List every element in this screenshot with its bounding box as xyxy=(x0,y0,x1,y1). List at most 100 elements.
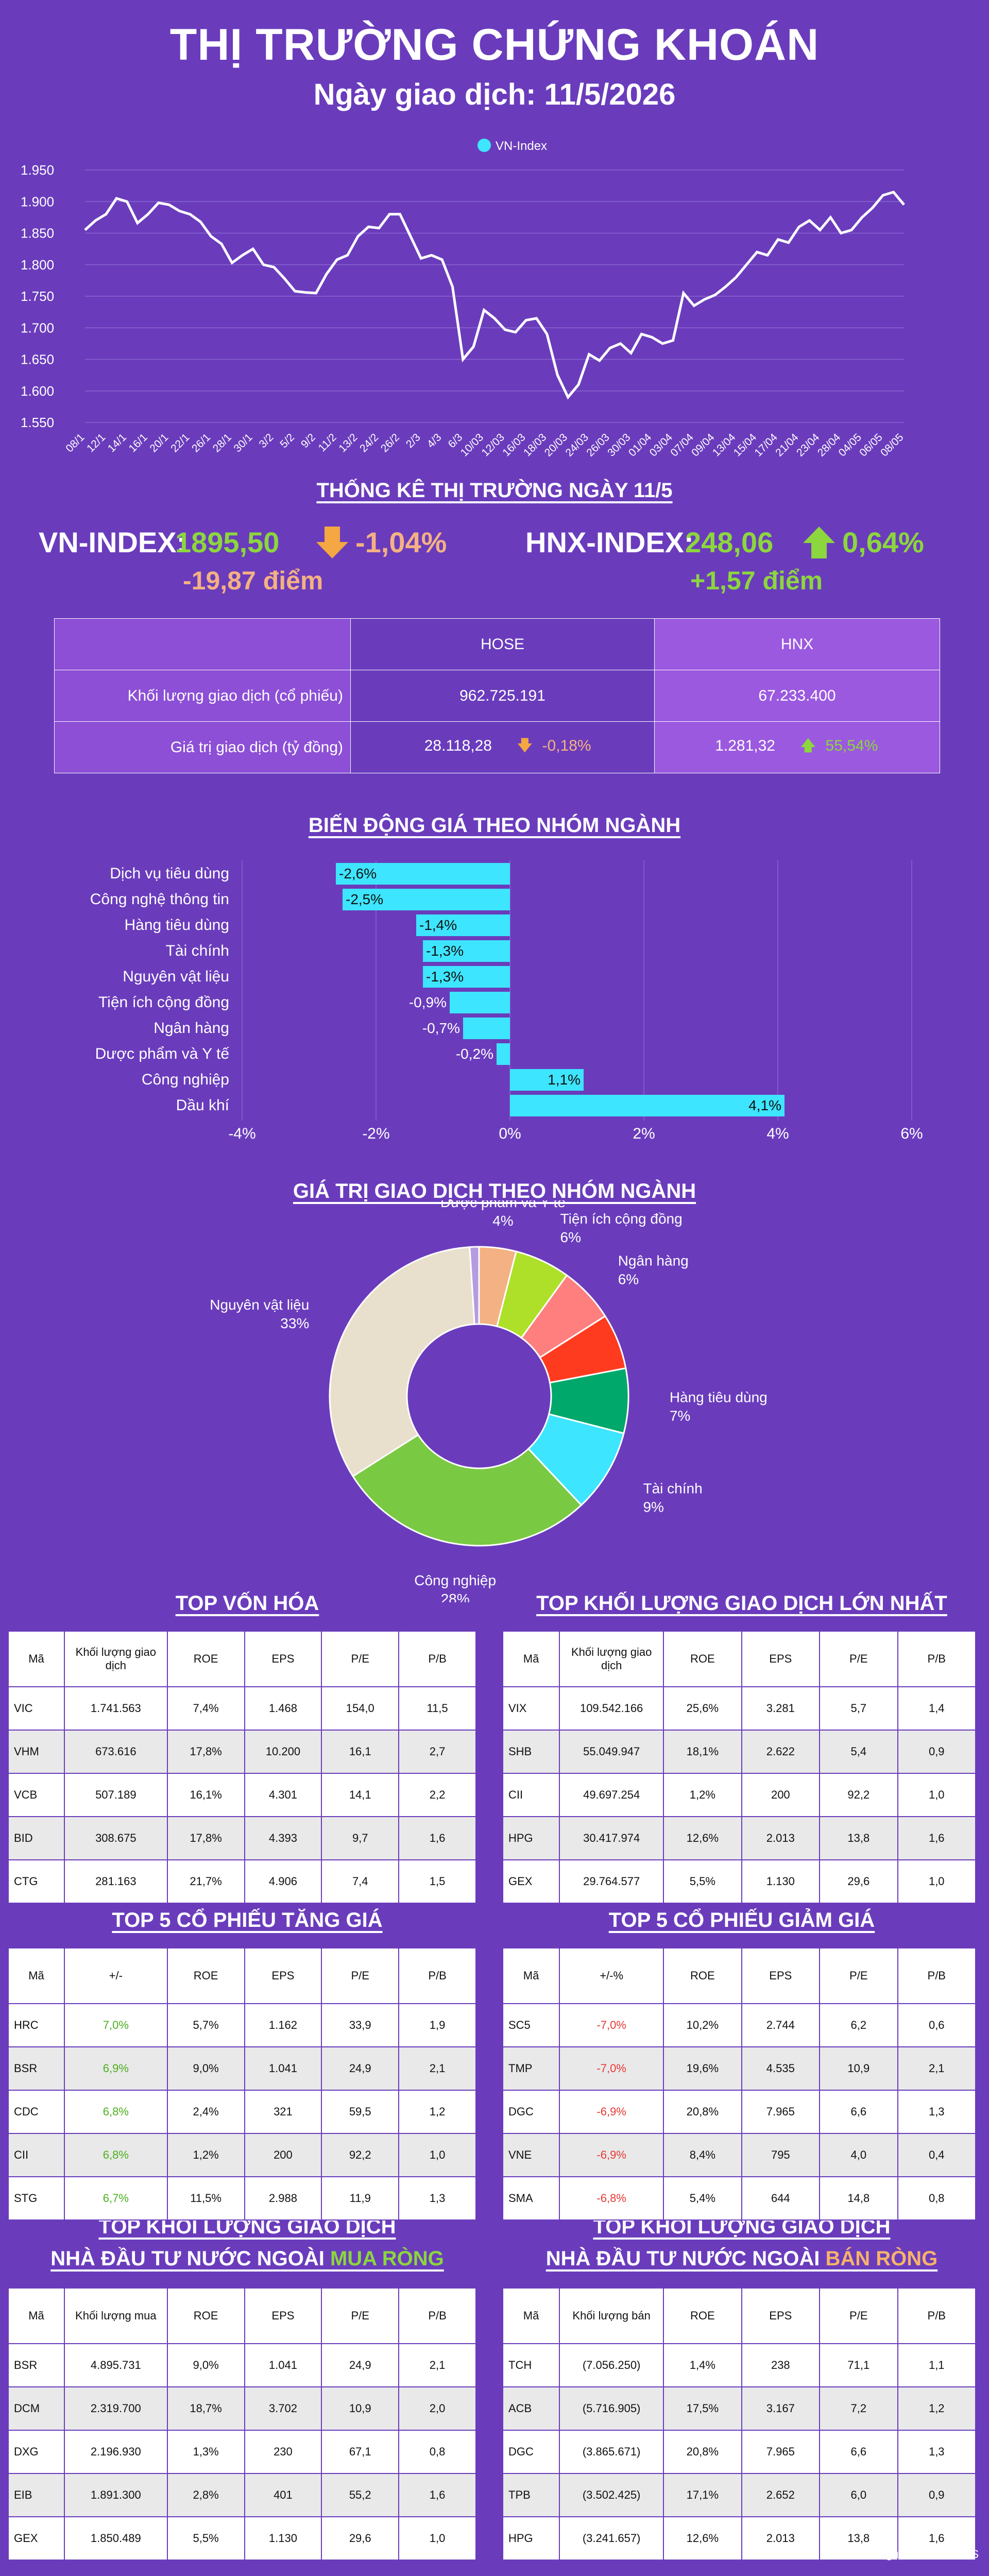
column-header: EPS xyxy=(741,1947,821,2004)
value-cell: 10,9 xyxy=(321,2386,400,2431)
table-row: ACB (5.716.905) 17,5% 3.167 7,2 1,2 xyxy=(502,2386,977,2431)
foreign-buy-title-text: NHÀ ĐẦU TƯ NƯỚC NGOÀI xyxy=(50,2247,330,2270)
bar xyxy=(336,863,510,885)
y-tick-label: 1.600 xyxy=(21,383,54,399)
value-cell: 507.189 xyxy=(63,1773,168,1817)
value-cell: 6,9% xyxy=(63,2046,168,2091)
table-row: HRC 7,0% 5,7% 1.162 33,9 1,9 xyxy=(8,2003,476,2047)
value-cell: 19,6% xyxy=(663,2046,742,2091)
value-cell: 7.965 xyxy=(741,2090,821,2134)
foreign-sell-table: Mã Khối lượng bán ROE EPS P/E P/B TCH (7.056.25… xyxy=(502,2287,977,2561)
hnxindex-value: 248,06 xyxy=(685,526,774,558)
value-cell: 1,3 xyxy=(897,2090,977,2134)
category-label: Dịch vụ tiêu dùng xyxy=(110,865,229,882)
value-cell: 3.702 xyxy=(244,2386,322,2431)
value-cell: 7,4 xyxy=(321,1859,400,1904)
table-row: GEX 29.764.577 5,5% 1.130 29,6 1,0 xyxy=(502,1859,977,1904)
x-tick-label: 18/03 xyxy=(521,431,549,459)
bar xyxy=(510,1095,785,1116)
top-loss-table: Mã +/-% ROE EPS P/E P/B SC5 -7,0% 10,2% 2.744 6,2 0… xyxy=(502,1947,977,2221)
value-cell: 2,1 xyxy=(398,2343,476,2387)
table-row: BSR 4.895.731 9,0% 1.041 24,9 2,1 xyxy=(8,2343,476,2387)
hnxindex-change-pct: 0,64% xyxy=(842,526,924,558)
value-cell: 401 xyxy=(244,2473,322,2517)
sector-change-title: BIẾN ĐỘNG GIÁ THEO NHÓM NGÀNH xyxy=(308,814,681,837)
x-tick-label: 28/04 xyxy=(815,431,843,459)
value-cell: 1.891.300 xyxy=(63,2473,168,2517)
hnxindex-change-points: +1,57 điểm xyxy=(690,566,823,595)
table-header-row: Mã Khối lượng giao dịch ROE EPS P/E P/B xyxy=(502,1631,977,1687)
bar xyxy=(423,966,510,988)
value-cell: 18,7% xyxy=(166,2386,245,2431)
value-cell: (3.241.657) xyxy=(559,2516,664,2561)
ticker-cell: HPG xyxy=(502,2516,560,2561)
value-cell: 230 xyxy=(244,2430,322,2474)
slice-value-label: 28% xyxy=(441,1591,470,1602)
value-cell: 92,2 xyxy=(819,1773,898,1817)
table-row: SMA -6,8% 5,4% 644 14,8 0,8 xyxy=(502,2176,977,2221)
table-header-row: Mã +/-% ROE EPS P/E P/B xyxy=(502,1947,977,2004)
bar xyxy=(450,992,510,1013)
ticker-cell: SMA xyxy=(502,2176,560,2221)
value-cell: 20,8% xyxy=(663,2430,742,2474)
value-cell: 2.622 xyxy=(741,1730,821,1774)
row-value-hnx-pct: 55,54% xyxy=(825,737,878,754)
top-volume-title: TOP KHỐI LƯỢNG GIAO DỊCH LỚN NHẤT xyxy=(536,1592,947,1615)
value-cell: 9,0% xyxy=(166,2343,245,2387)
table-row: HPG (3.241.657) 12,6% 2.013 13,8 1,6 xyxy=(502,2516,977,2561)
column-header: +/- xyxy=(63,1947,168,2004)
value-cell: 1,0 xyxy=(897,1773,977,1817)
value-cell: 11,5% xyxy=(166,2176,245,2221)
value-cell: 2.652 xyxy=(741,2473,821,2517)
value-cell: 154,0 xyxy=(321,1686,400,1731)
slice-name-label: Công nghiệp xyxy=(414,1572,496,1588)
slice-name-label: Tài chính xyxy=(643,1480,702,1496)
ticker-cell: TCH xyxy=(502,2343,560,2387)
column-header: Mã xyxy=(8,1631,65,1687)
ticker-cell: STG xyxy=(8,2176,65,2221)
y-tick-label: 1.850 xyxy=(21,226,54,241)
value-cell: 1.130 xyxy=(244,2516,322,2561)
table-header-row: Mã Khối lượng mua ROE EPS P/E P/B xyxy=(8,2287,476,2344)
value-cell: 644 xyxy=(741,2176,821,2221)
x-tick-label: 4% xyxy=(766,1125,789,1142)
value-cell: 109.542.166 xyxy=(559,1686,664,1731)
x-tick-label: 08/05 xyxy=(878,431,906,459)
y-tick-label: 1.750 xyxy=(21,289,54,304)
x-tick-label: -2% xyxy=(362,1125,389,1142)
column-header: Mã xyxy=(8,1947,65,2004)
column-header: P/E xyxy=(321,1631,400,1687)
table-row: TPB (3.502.425) 17,1% 2.652 6,0 0,9 xyxy=(502,2473,977,2517)
row-value-hnx: 1.281,32 🡅 55,54% xyxy=(654,721,940,773)
table-row: VCB 507.189 16,1% 4.301 14,1 2,2 xyxy=(8,1773,476,1817)
value-cell: -7,0% xyxy=(559,2046,664,2091)
down-arrow-icon xyxy=(316,527,348,558)
value-cell: 1,6 xyxy=(897,2516,977,2561)
vnindex-change-pct: -1,04% xyxy=(355,526,447,558)
ticker-cell: BID xyxy=(8,1816,65,1860)
ticker-cell: VIC xyxy=(8,1686,65,1731)
data-label: -0,9% xyxy=(409,994,447,1010)
top-volume-table: Mã Khối lượng giao dịch ROE EPS P/E P/B VIX 109… xyxy=(502,1631,977,1904)
column-header: Mã xyxy=(8,2287,65,2344)
x-tick-label: -4% xyxy=(228,1125,255,1142)
ticker-cell: VIX xyxy=(502,1686,560,1731)
value-cell: 2.013 xyxy=(741,2516,821,2561)
value-cell: 11,5 xyxy=(398,1686,476,1731)
ticker-cell: DXG xyxy=(8,2430,65,2474)
top-cap-title: TOP VỐN HÓA xyxy=(175,1592,319,1615)
value-cell: 1,6 xyxy=(897,1816,977,1860)
value-cell: 55,2 xyxy=(321,2473,400,2517)
value-cell: 10.200 xyxy=(244,1730,322,1774)
value-cell: 2,1 xyxy=(897,2046,977,2091)
table-row: SC5 -7,0% 10,2% 2.744 6,2 0,6 xyxy=(502,2003,977,2047)
x-tick-label: 17/04 xyxy=(752,431,780,459)
row-value-label: Giá trị giao dịch (tỷ đồng) xyxy=(54,721,351,773)
table-header-row: Mã Khối lượng giao dịch ROE EPS P/E P/B xyxy=(8,1631,476,1687)
value-cell: 2,7 xyxy=(398,1730,476,1774)
x-tick-label: 4/3 xyxy=(425,431,444,450)
value-cell: -7,0% xyxy=(559,2003,664,2047)
row-volume-hose: 962.725.191 xyxy=(350,670,655,722)
x-tick-label: 15/04 xyxy=(731,431,759,459)
value-cell: 1,2 xyxy=(897,2386,977,2431)
